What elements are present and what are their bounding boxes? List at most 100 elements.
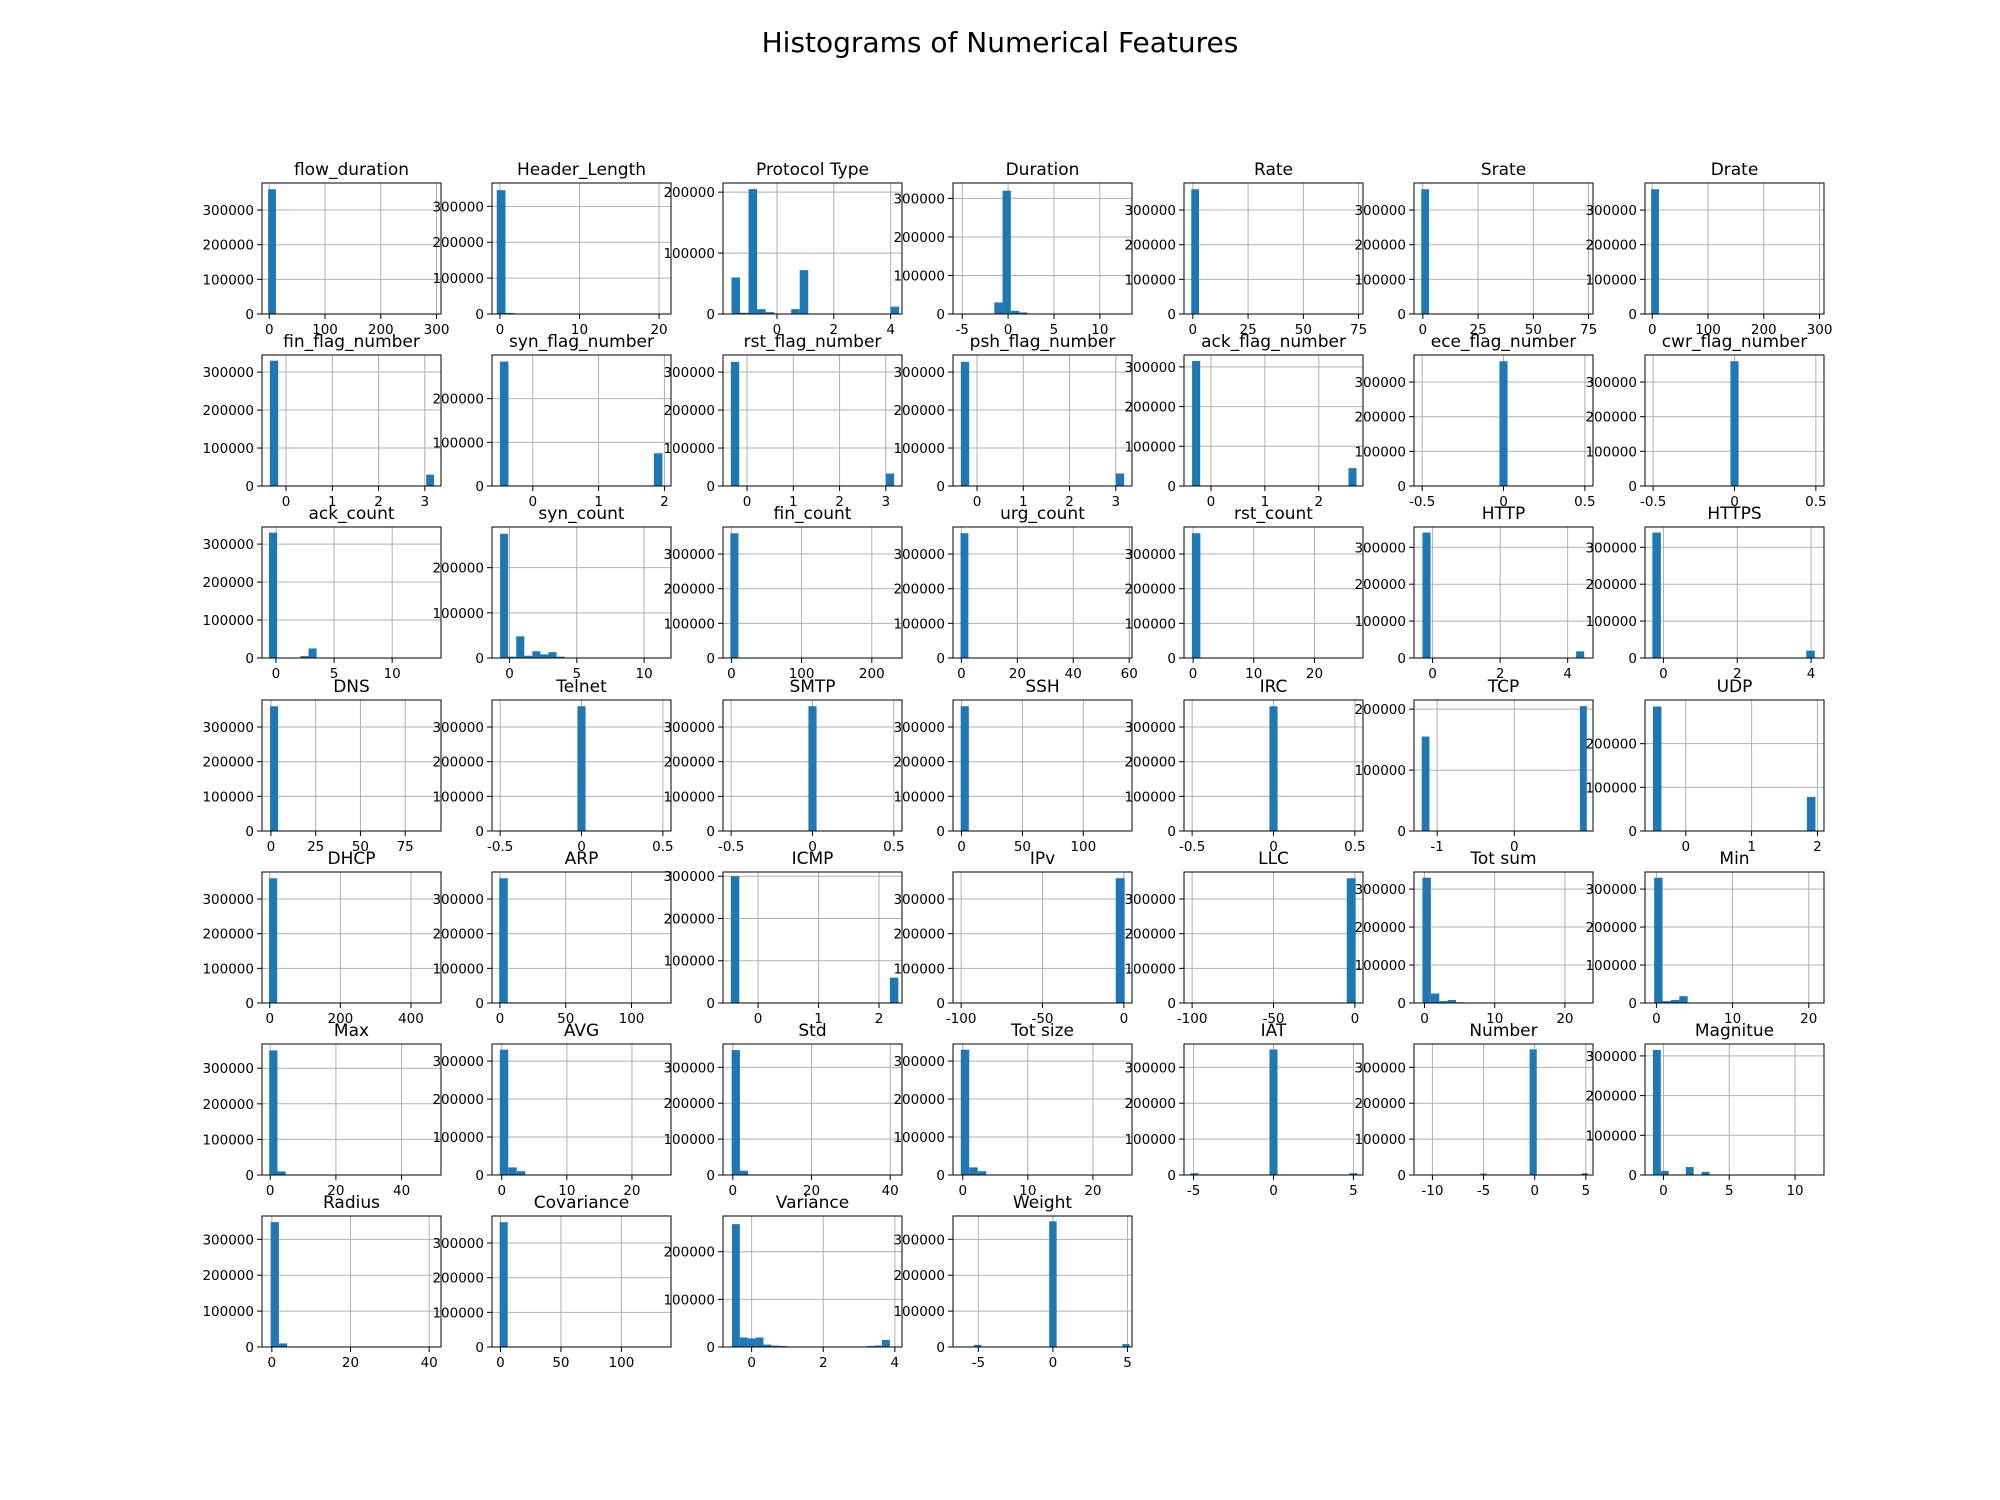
y-tick-label: 100000 (1585, 1128, 1637, 1144)
x-tick-label: 60 (1121, 666, 1138, 682)
y-tick-label: 300000 (893, 1232, 945, 1248)
histogram-panel-udp: 0 1 2 0 100000 200000 UDP (1585, 677, 1825, 855)
histogram-bar (765, 312, 775, 314)
y-tick-label: 100000 (893, 1304, 945, 1320)
histogram-bar (994, 302, 1003, 314)
x-tick-label: 0 (1499, 494, 1508, 510)
x-tick-label: 0 (496, 1011, 505, 1027)
histogram-bar (1579, 706, 1587, 831)
y-tick-label: 100000 (893, 268, 945, 284)
y-tick-label: 300000 (1354, 203, 1406, 219)
x-tick-label: 1 (594, 494, 603, 510)
x-tick-label: 1 (1019, 494, 1028, 510)
histogram-panel-ack-count: 0 5 10 0 100000 200000 300000 ack_count (202, 504, 442, 682)
histogram-bar (308, 648, 317, 658)
y-tick-label: 100000 (1585, 958, 1637, 974)
panel-title: syn_flag_number (509, 332, 654, 352)
axes-frame (1644, 871, 1825, 1004)
y-tick-label: 300000 (1124, 1060, 1176, 1076)
histogram-bar (1480, 1173, 1487, 1175)
panel-title: Tot size (1010, 1021, 1074, 1041)
x-tick-label: 1 (328, 494, 337, 510)
histogram-bar (1662, 1001, 1671, 1003)
y-tick-label: 200000 (663, 582, 715, 598)
histogram-bar (269, 360, 279, 486)
panel-title: Variance (776, 1193, 849, 1213)
histogram-bar (653, 453, 663, 486)
axes-frame (952, 1215, 1133, 1348)
y-tick-label: 200000 (1585, 920, 1637, 936)
histogram-bar (808, 706, 817, 831)
y-tick-label: 0 (475, 1168, 484, 1184)
histogram-bar (748, 189, 758, 314)
x-tick-label: 20 (1084, 1183, 1101, 1199)
y-tick-label: 200000 (663, 1096, 715, 1112)
histogram-bar (890, 306, 900, 314)
y-tick-label: 100000 (893, 441, 945, 457)
x-tick-label: 100 (609, 1355, 635, 1371)
histogram-bar (1652, 706, 1662, 831)
x-tick-label: 20 (327, 1183, 344, 1199)
histogram-bar (1529, 1049, 1537, 1175)
panel-title: AVG (564, 1021, 599, 1041)
y-tick-label: 200000 (1124, 238, 1176, 254)
histogram-bar (499, 361, 509, 486)
panel-title: Number (1469, 1021, 1537, 1041)
x-tick-label: 10 (571, 322, 588, 338)
y-tick-label: 100000 (1354, 614, 1406, 630)
x-tick-label: 2 (835, 494, 844, 510)
x-tick-label: 400 (398, 1011, 424, 1027)
x-tick-label: 50 (1295, 322, 1312, 338)
histogram-bar (270, 1222, 279, 1347)
x-tick-label: 2 (875, 1011, 884, 1027)
x-tick-label: 0 (529, 494, 538, 510)
panel-title: flow_duration (294, 160, 409, 180)
x-tick-label: 2 (830, 322, 839, 338)
y-tick-label: 0 (1167, 1168, 1176, 1184)
y-tick-label: 300000 (893, 1054, 945, 1070)
histogram-panel-icmp: 0 1 2 0 100000 200000 300000 ICMP (663, 849, 903, 1027)
y-tick-label: 100000 (1354, 1132, 1406, 1148)
histogram-bar (532, 651, 541, 658)
histogram-panel-rst-count: 0 10 20 0 100000 200000 300000 rst_count (1124, 504, 1364, 682)
panel-title: Max (334, 1021, 369, 1041)
histogram-bar (1191, 533, 1201, 658)
histogram-panel-magnitue: 0 5 10 0 100000 200000 300000 Magnitue (1585, 1021, 1825, 1199)
panel-title: SMTP (789, 677, 835, 697)
panel-title: ARP (565, 849, 599, 869)
y-tick-label: 300000 (1585, 203, 1637, 219)
y-tick-label: 100000 (202, 961, 254, 977)
x-tick-label: 5 (1123, 1355, 1132, 1371)
y-tick-label: 200000 (893, 582, 945, 598)
panel-title: cwr_flag_number (1662, 332, 1808, 352)
axes-frame (491, 1043, 672, 1176)
panel-title: Duration (1006, 160, 1080, 180)
x-tick-label: -0.5 (718, 839, 744, 855)
x-tick-label: 75 (1580, 322, 1597, 338)
x-tick-label: 20 (803, 1183, 820, 1199)
y-tick-label: 0 (1628, 479, 1637, 495)
x-tick-label: 100 (1695, 322, 1721, 338)
x-tick-label: 10 (1786, 1183, 1803, 1199)
x-tick-label: 75 (397, 839, 414, 855)
x-tick-label: 0 (272, 666, 281, 682)
histogram-bar (1115, 473, 1125, 486)
y-tick-label: 200000 (1585, 1089, 1637, 1105)
x-tick-label: 0 (1659, 666, 1668, 682)
y-tick-label: 100000 (1585, 272, 1637, 288)
x-tick-label: 0 (1730, 494, 1739, 510)
x-tick-label: 200 (1751, 322, 1777, 338)
axes-frame (491, 526, 672, 659)
x-tick-label: 0.5 (883, 839, 904, 855)
histogram-bar (763, 1344, 772, 1347)
x-tick-label: 4 (1563, 666, 1572, 682)
y-tick-label: 100000 (432, 271, 484, 287)
x-tick-label: 0 (808, 839, 817, 855)
y-tick-label: 200000 (1354, 577, 1406, 593)
y-tick-label: 0 (475, 824, 484, 840)
histogram-bar (1439, 1001, 1448, 1003)
x-tick-label: -5 (972, 1355, 985, 1371)
histogram-bar (426, 474, 435, 486)
histogram-bar (731, 277, 741, 314)
y-tick-label: 300000 (663, 1060, 715, 1076)
